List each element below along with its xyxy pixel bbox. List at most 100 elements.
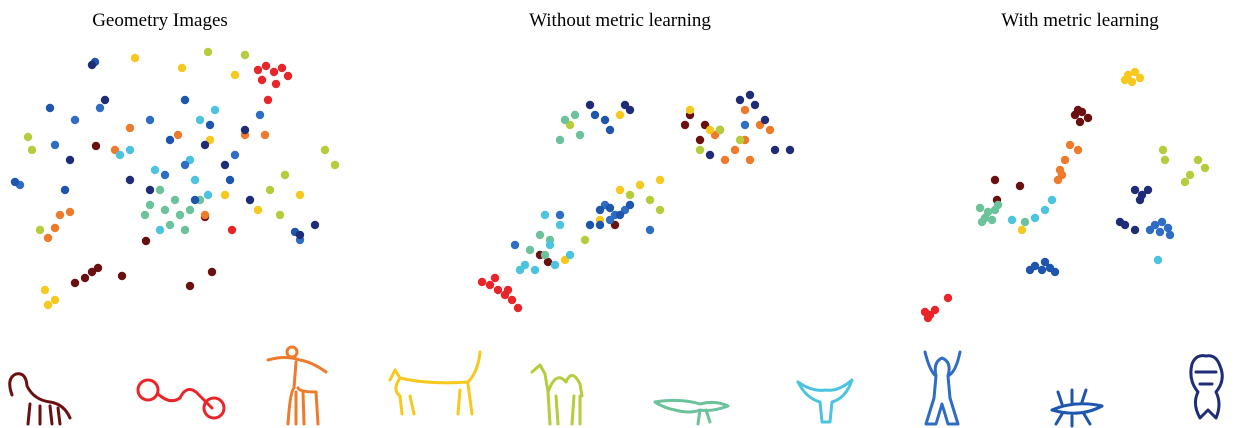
point bbox=[706, 151, 714, 159]
point bbox=[258, 76, 266, 84]
point bbox=[601, 116, 609, 124]
point bbox=[606, 216, 614, 224]
panel-title: With metric learning bbox=[1001, 10, 1159, 31]
point bbox=[142, 237, 150, 245]
point bbox=[741, 121, 749, 129]
point bbox=[201, 211, 209, 219]
point bbox=[606, 204, 614, 212]
point bbox=[44, 301, 52, 309]
point bbox=[1144, 186, 1152, 194]
point bbox=[321, 146, 329, 154]
point bbox=[978, 218, 986, 226]
point bbox=[606, 126, 614, 134]
point bbox=[1166, 231, 1174, 239]
point bbox=[28, 146, 36, 154]
point bbox=[551, 261, 559, 269]
point bbox=[994, 201, 1002, 209]
point bbox=[278, 64, 286, 72]
point bbox=[571, 111, 579, 119]
point bbox=[1066, 141, 1074, 149]
point bbox=[1201, 164, 1209, 172]
point bbox=[241, 51, 249, 59]
point bbox=[706, 126, 714, 134]
point bbox=[261, 131, 269, 139]
point bbox=[731, 146, 739, 154]
point bbox=[146, 116, 154, 124]
point bbox=[272, 80, 280, 88]
point bbox=[186, 206, 194, 214]
point bbox=[646, 196, 654, 204]
point bbox=[556, 221, 564, 229]
point bbox=[1041, 258, 1049, 266]
point bbox=[126, 124, 134, 132]
point bbox=[566, 251, 574, 259]
point bbox=[284, 72, 292, 80]
silhouette-dinosaur bbox=[10, 374, 70, 424]
page: Geometry Images Without metric learning … bbox=[0, 0, 1238, 428]
silhouette-gorilla bbox=[925, 352, 960, 424]
point bbox=[181, 161, 189, 169]
point bbox=[491, 274, 499, 282]
point bbox=[270, 68, 278, 76]
point bbox=[81, 274, 89, 282]
silhouettes bbox=[10, 347, 1223, 426]
point bbox=[88, 61, 96, 69]
point bbox=[536, 231, 544, 239]
point bbox=[1159, 146, 1167, 154]
point bbox=[741, 106, 749, 114]
point bbox=[626, 106, 634, 114]
point bbox=[266, 186, 274, 194]
point bbox=[66, 156, 74, 164]
point bbox=[766, 126, 774, 134]
point bbox=[721, 156, 729, 164]
point bbox=[656, 176, 664, 184]
point bbox=[716, 126, 724, 134]
point bbox=[586, 221, 594, 229]
point bbox=[576, 131, 584, 139]
point bbox=[311, 221, 319, 229]
point bbox=[176, 211, 184, 219]
point bbox=[61, 186, 69, 194]
silhouette-whale-tail bbox=[798, 380, 852, 422]
point bbox=[976, 204, 984, 212]
point bbox=[126, 176, 134, 184]
point bbox=[486, 281, 494, 289]
point bbox=[241, 126, 249, 134]
point bbox=[494, 286, 502, 294]
point bbox=[281, 171, 289, 179]
point bbox=[616, 111, 624, 119]
point bbox=[991, 176, 999, 184]
point bbox=[616, 211, 624, 219]
point bbox=[1161, 156, 1169, 164]
point bbox=[596, 221, 604, 229]
point bbox=[596, 206, 604, 214]
point bbox=[944, 294, 952, 302]
point bbox=[24, 133, 32, 141]
point bbox=[51, 296, 59, 304]
silhouette-cat bbox=[390, 352, 480, 414]
point bbox=[1131, 226, 1139, 234]
point bbox=[56, 211, 64, 219]
point bbox=[141, 211, 149, 219]
point bbox=[761, 116, 769, 124]
point bbox=[1158, 218, 1166, 226]
point bbox=[1048, 196, 1056, 204]
point bbox=[181, 96, 189, 104]
point bbox=[1116, 218, 1124, 226]
point bbox=[254, 206, 262, 214]
point bbox=[256, 111, 264, 119]
point bbox=[1021, 218, 1029, 226]
point bbox=[1051, 268, 1059, 276]
point bbox=[246, 196, 254, 204]
point bbox=[786, 146, 794, 154]
point bbox=[264, 96, 272, 104]
point bbox=[262, 62, 270, 70]
point bbox=[146, 186, 154, 194]
point bbox=[556, 211, 564, 219]
point bbox=[511, 241, 519, 249]
point bbox=[1018, 226, 1026, 234]
point bbox=[746, 156, 754, 164]
point bbox=[204, 48, 212, 56]
point bbox=[92, 142, 100, 150]
point bbox=[1026, 266, 1034, 274]
